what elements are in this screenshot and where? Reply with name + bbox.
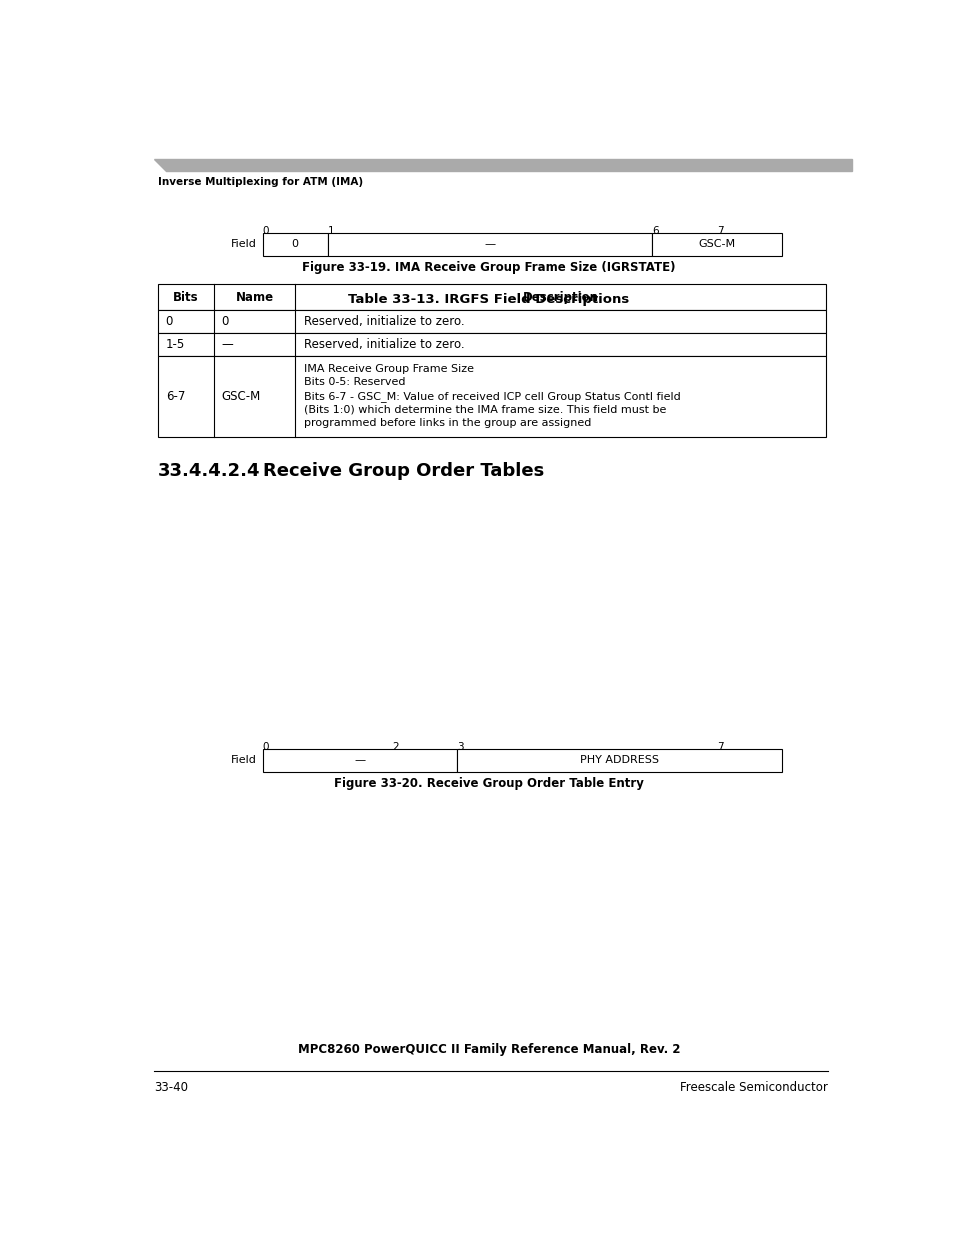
Text: 7: 7 [717, 742, 722, 752]
Text: 0: 0 [166, 315, 172, 329]
Text: Receive Group Order Tables: Receive Group Order Tables [262, 462, 543, 479]
Text: 0: 0 [292, 240, 298, 249]
Bar [456, 748, 781, 772]
Text: —: — [484, 240, 495, 249]
Text: GSC-M: GSC-M [698, 240, 735, 249]
Text: 1-5: 1-5 [166, 338, 185, 351]
Text: 33.4.4.2.4: 33.4.4.2.4 [158, 462, 260, 479]
Text: 7: 7 [717, 226, 722, 236]
Text: Bits 0-5: Reserved: Bits 0-5: Reserved [304, 377, 406, 388]
Text: Table 33-13. IRGFS Field Descriptions: Table 33-13. IRGFS Field Descriptions [348, 293, 629, 306]
Text: —: — [221, 338, 233, 351]
Text: Inverse Multiplexing for ATM (IMA): Inverse Multiplexing for ATM (IMA) [158, 178, 363, 188]
Text: Description: Description [522, 290, 598, 304]
Bar [158, 356, 825, 437]
Text: Reserved, initialize to zero.: Reserved, initialize to zero. [304, 315, 465, 329]
Text: Reserved, initialize to zero.: Reserved, initialize to zero. [304, 338, 465, 351]
Text: 6-7: 6-7 [166, 390, 185, 403]
Text: MPC8260 PowerQUICC II Family Reference Manual, Rev. 2: MPC8260 PowerQUICC II Family Reference M… [297, 1044, 679, 1056]
Text: programmed before links in the group are assigned: programmed before links in the group are… [304, 417, 591, 427]
Text: Bits 6-7 - GSC_M: Value of received ICP cell Group Status Contl field: Bits 6-7 - GSC_M: Value of received ICP … [304, 390, 680, 401]
Bar [262, 748, 456, 772]
Text: Figure 33-19. IMA Receive Group Frame Size (IGRSTATE): Figure 33-19. IMA Receive Group Frame Si… [302, 261, 675, 274]
Bar [327, 233, 652, 256]
Bar [158, 284, 825, 310]
Text: 0: 0 [262, 226, 269, 236]
Text: 3: 3 [456, 742, 463, 752]
Text: IMA Receive Group Frame Size: IMA Receive Group Frame Size [304, 364, 474, 374]
Text: PHY ADDRESS: PHY ADDRESS [579, 756, 659, 766]
Text: Field: Field [231, 756, 256, 766]
Text: Bits: Bits [172, 290, 198, 304]
Bar [158, 333, 825, 356]
Text: 0: 0 [262, 742, 269, 752]
Text: 6: 6 [652, 226, 658, 236]
Bar [652, 233, 781, 256]
Text: 1: 1 [327, 226, 334, 236]
Bar [262, 233, 327, 256]
Text: —: — [355, 756, 365, 766]
Polygon shape [154, 159, 852, 172]
Text: (Bits 1:0) which determine the IMA frame size. This field must be: (Bits 1:0) which determine the IMA frame… [304, 404, 666, 414]
Text: Freescale Semiconductor: Freescale Semiconductor [679, 1081, 827, 1094]
Bar [158, 310, 825, 333]
Text: Field: Field [231, 240, 256, 249]
Text: GSC-M: GSC-M [221, 390, 260, 403]
Text: Figure 33-20. Receive Group Order Table Entry: Figure 33-20. Receive Group Order Table … [334, 777, 643, 789]
Text: 0: 0 [221, 315, 229, 329]
Text: Name: Name [235, 290, 274, 304]
Text: 33-40: 33-40 [154, 1081, 188, 1094]
Text: 2: 2 [392, 742, 398, 752]
